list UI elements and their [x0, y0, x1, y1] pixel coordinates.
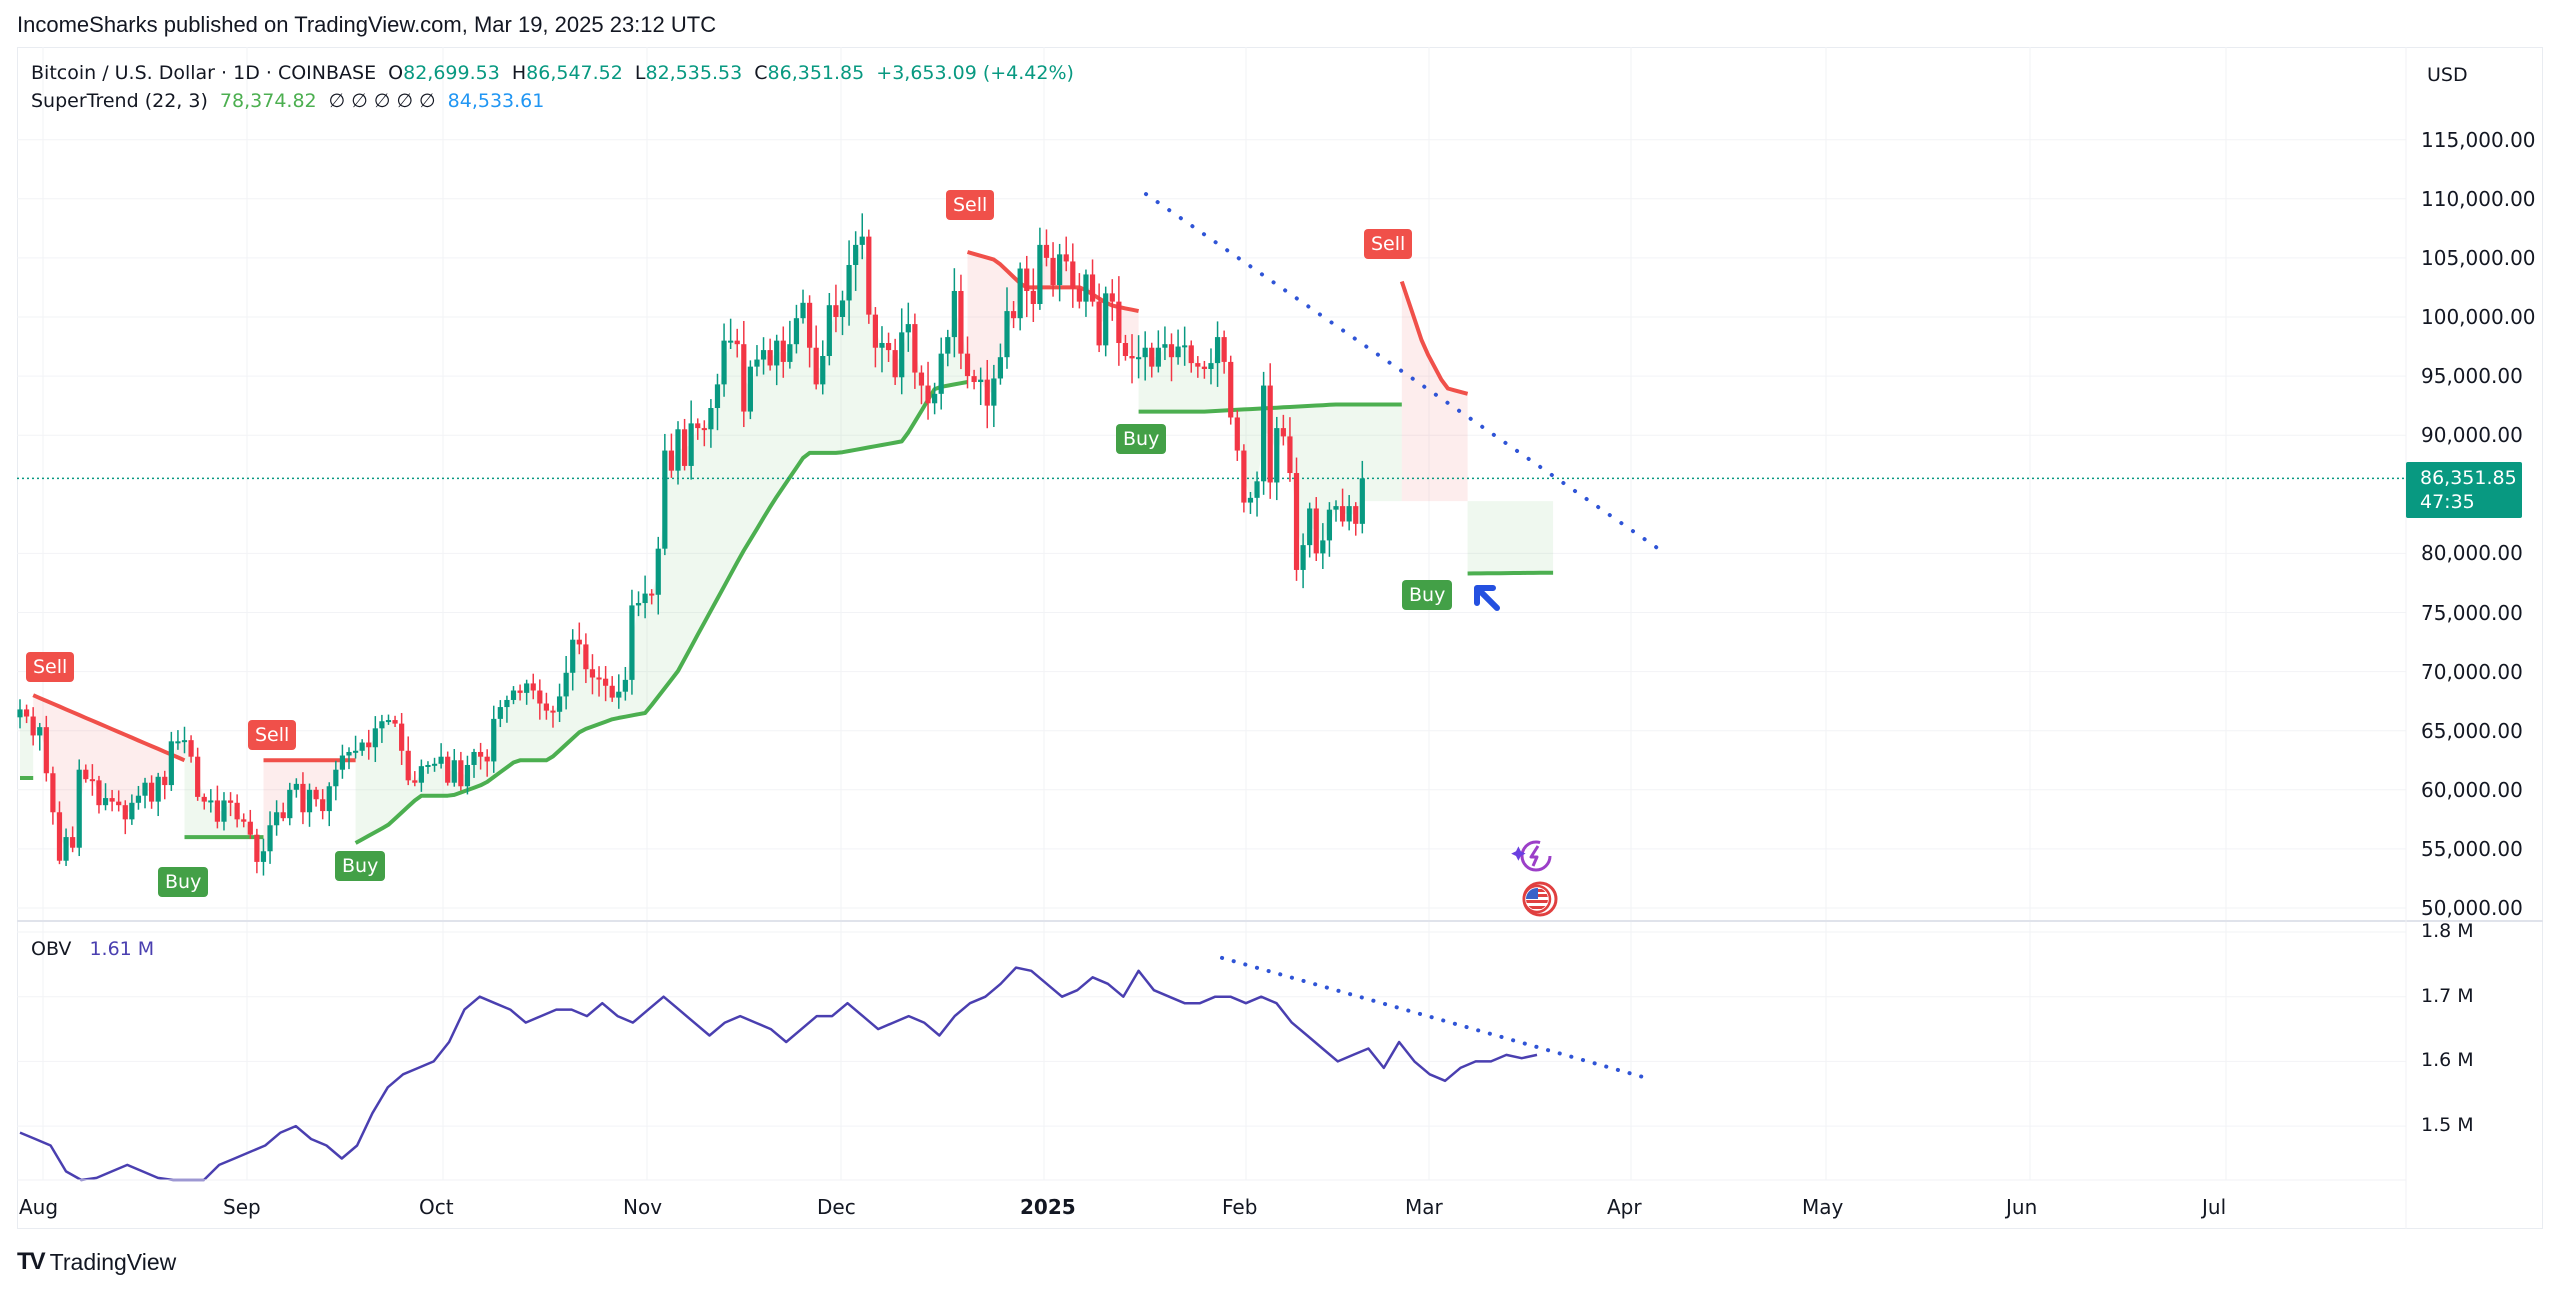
time-axis-label: Dec [817, 1195, 856, 1219]
supertrend-value-2: 84,533.61 [447, 90, 545, 112]
bar-countdown: 47:35 [2420, 491, 2475, 513]
price-axis-label: 110,000.00 [2421, 186, 2536, 211]
publish-info: IncomeSharks published on TradingView.co… [17, 12, 717, 37]
time-axis-label: Nov [623, 1195, 663, 1219]
obv-axis-label: 1.8 M [2421, 920, 2474, 942]
time-axis-label: Feb [1222, 1195, 1258, 1219]
price-axis-label: 70,000.00 [2421, 659, 2523, 684]
tradingview-logo[interactable]: TV TradingView [17, 1248, 176, 1276]
price-axis-label: 80,000.00 [2421, 541, 2523, 566]
price-axis-label: 50,000.00 [2421, 896, 2523, 920]
price-axis-label: 95,000.00 [2421, 364, 2523, 389]
obv-legend[interactable]: OBV 1.61 M [31, 938, 160, 960]
buy-signal-label: Buy [335, 851, 386, 881]
obv-axis-label: 1.7 M [2421, 984, 2474, 1007]
ohlc-low: L82,535.53 [634, 62, 743, 84]
obv-axis-label: 1.5 M [2421, 1114, 2474, 1137]
arrow-annotation-icon[interactable] [1474, 585, 1500, 611]
chart-frame[interactable] [17, 47, 2543, 1229]
obv-line [19, 966, 1538, 1182]
buy-signal-label: Buy [1116, 424, 1167, 454]
sell-signal-label: Sell [248, 720, 297, 750]
ohlc-close: C86,351.85 [754, 62, 865, 84]
obv-axis-label: 1.6 M [2421, 1049, 2474, 1072]
price-axis-label: 115,000.00 [2421, 127, 2536, 152]
time-axis-label: Oct [419, 1195, 454, 1219]
price-change: +3,653.09 (+4.42%) [876, 62, 1074, 84]
obv-value: 1.61 M [89, 938, 155, 960]
buy-signal-label: Buy [1402, 580, 1453, 610]
tradingview-brand: TradingView [49, 1248, 177, 1275]
obv-title[interactable]: OBV [31, 938, 72, 960]
obv-trendline[interactable] [1220, 955, 1647, 1080]
time-axis-label: Sep [223, 1195, 261, 1219]
tradingview-logo-icon: TV [17, 1248, 46, 1275]
ohlc-high: H86,547.52 [511, 62, 623, 84]
current-price-value: 86,351.85 [2420, 467, 2517, 489]
time-axis-label: Jul [2202, 1195, 2227, 1219]
price-axis-label: 75,000.00 [2421, 600, 2523, 625]
candlesticks [17, 213, 1365, 876]
grid-lines [17, 47, 2406, 1180]
price-trendline[interactable] [1144, 192, 1662, 552]
buy-signal-label: Buy [158, 867, 209, 897]
current-price-tag: 86,351.85 47:35 [2406, 462, 2522, 518]
currency-button[interactable]: USD [2427, 64, 2468, 86]
price-axis-label: 90,000.00 [2421, 423, 2523, 448]
symbol-legend[interactable]: Bitcoin / U.S. Dollar · 1D · COINBASE O8… [31, 62, 1080, 84]
time-axis-label: Aug [19, 1195, 59, 1219]
price-axis-label: 55,000.00 [2421, 836, 2523, 861]
price-axis-label: 65,000.00 [2421, 718, 2523, 743]
price-axis-label: 60,000.00 [2421, 777, 2523, 802]
sell-signal-label: Sell [1364, 229, 1413, 259]
time-axis-label: Mar [1405, 1195, 1443, 1219]
sell-signal-label: Sell [946, 190, 995, 220]
time-axis-label: 2025 [1020, 1195, 1076, 1219]
us-economic-event-icon[interactable] [1516, 880, 1564, 924]
sell-signal-label: Sell [26, 652, 75, 682]
supertrend-legend[interactable]: SuperTrend (22, 3) 78,374.82 ∅ ∅ ∅ ∅ ∅ 8… [31, 90, 550, 112]
supertrend-title[interactable]: SuperTrend (22, 3) [31, 90, 208, 112]
ai-lightning-icon[interactable] [1510, 838, 1558, 882]
time-axis-label: May [1802, 1195, 1844, 1219]
time-axis-label: Jun [2006, 1195, 2038, 1219]
symbol-title[interactable]: Bitcoin / U.S. Dollar · 1D · COINBASE [31, 62, 377, 84]
price-axis-label: 105,000.00 [2421, 245, 2536, 270]
ohlc-open: O82,699.53 [388, 62, 500, 84]
time-axis-label: Apr [1607, 1195, 1642, 1219]
price-axis-label: 100,000.00 [2421, 305, 2536, 329]
supertrend-value: 78,374.82 [219, 90, 317, 112]
supertrend-empty-values: ∅ ∅ ∅ ∅ ∅ [328, 90, 436, 112]
